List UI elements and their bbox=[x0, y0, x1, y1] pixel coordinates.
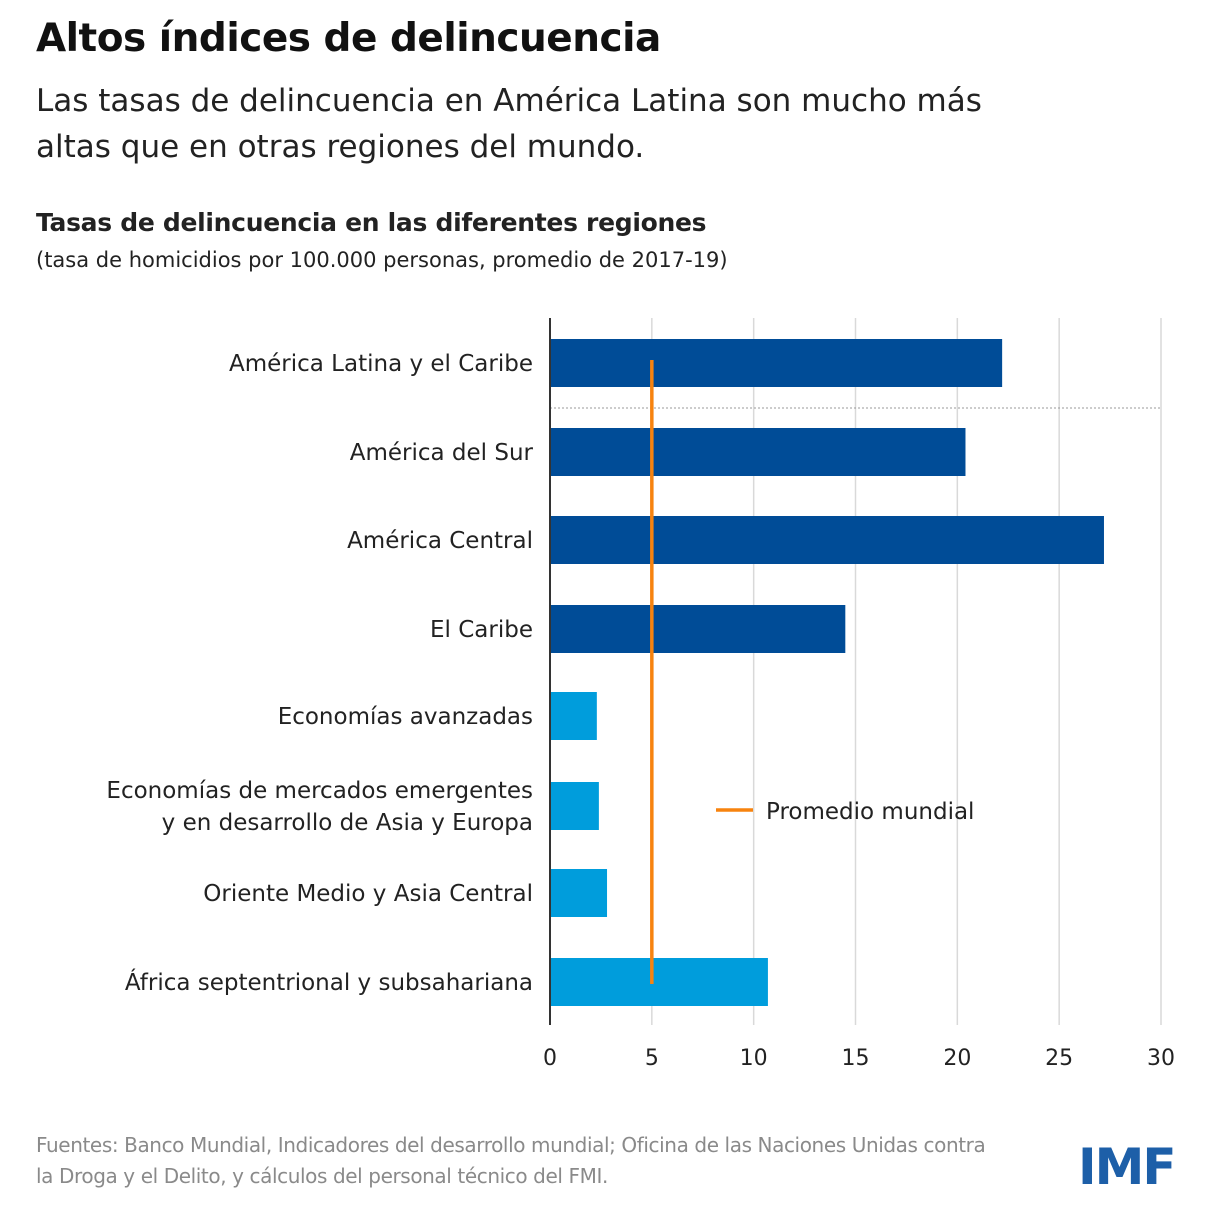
category-label: Economías de mercados emergentes bbox=[106, 778, 533, 804]
category-label: África septentrional y subsahariana bbox=[125, 968, 533, 996]
bar bbox=[550, 339, 1003, 387]
legend-label: Promedio mundial bbox=[766, 799, 974, 825]
chart-subtitle: (tasa de homicidios por 100.000 personas… bbox=[36, 248, 728, 272]
page-title: Altos índices de delincuencia bbox=[36, 16, 661, 61]
bar bbox=[550, 516, 1104, 564]
bar bbox=[550, 692, 597, 740]
category-label: y en desarrollo de Asia y Europa bbox=[162, 810, 533, 836]
bar bbox=[550, 869, 608, 917]
x-tick-label: 5 bbox=[645, 1046, 659, 1071]
chart-title: Tasas de delincuencia en las diferentes … bbox=[36, 208, 707, 237]
x-tick-label: 15 bbox=[842, 1046, 870, 1071]
category-label: América del Sur bbox=[350, 440, 534, 466]
category-label: El Caribe bbox=[430, 617, 533, 643]
x-tick-label: 10 bbox=[740, 1046, 768, 1071]
bar bbox=[550, 958, 768, 1006]
category-label: Economías avanzadas bbox=[278, 704, 533, 730]
imf-logo: IMF bbox=[1078, 1138, 1177, 1196]
x-tick-label: 30 bbox=[1147, 1046, 1175, 1071]
category-label: América Central bbox=[347, 528, 533, 554]
source-note: Fuentes: Banco Mundial, Indicadores del … bbox=[36, 1133, 986, 1188]
x-tick-label: 20 bbox=[943, 1046, 971, 1071]
page-subtitle: Las tasas de delincuencia en América Lat… bbox=[36, 83, 982, 165]
category-label: Oriente Medio y Asia Central bbox=[203, 881, 533, 907]
category-label: América Latina y el Caribe bbox=[229, 351, 533, 377]
bar bbox=[550, 428, 966, 476]
x-tick-label: 25 bbox=[1045, 1046, 1073, 1071]
x-tick-label: 0 bbox=[543, 1046, 557, 1071]
bar bbox=[550, 782, 599, 830]
bar bbox=[550, 605, 846, 653]
